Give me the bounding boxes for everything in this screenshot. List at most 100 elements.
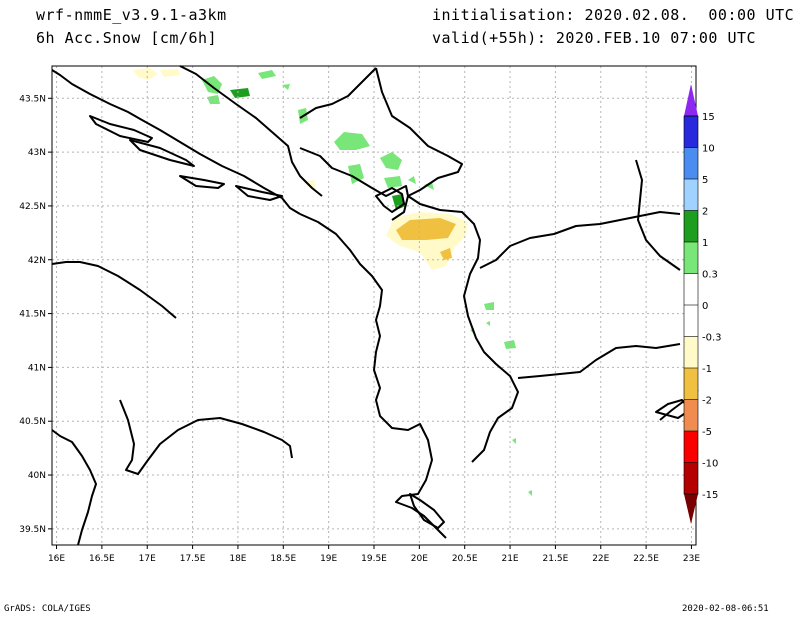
corfu-island <box>409 493 445 529</box>
dalmatian-island-2 <box>129 139 195 167</box>
snow-patch <box>504 340 516 349</box>
lon-tick-label: 22E <box>592 554 609 564</box>
colorbar-label: 1 <box>702 238 708 249</box>
colorbar-label: 5 <box>702 175 708 186</box>
lat-tick-label: 43N <box>28 148 46 158</box>
albania-east-border <box>407 195 519 463</box>
lon-tick-label: 22.5E <box>633 554 659 564</box>
lon-tick-label: 18.5E <box>270 554 296 564</box>
graticule <box>52 66 696 545</box>
colorbar: 15 10 5 2 1 0.3 0 -0.3 -1 -2 -5 -10 -15 <box>683 84 722 524</box>
colorbar-label: 2 <box>702 207 708 218</box>
axes-layer: 16E 16.5E 17E 17.5E 18E 18.5E 19E 19.5E 20E 20.5E… <box>19 94 700 564</box>
lat-tick-label: 41N <box>28 363 46 373</box>
snow-field-layer <box>133 68 532 496</box>
colorbar-band <box>684 116 698 148</box>
lon-tick-label: 19E <box>320 554 337 564</box>
bulgaria-serbia-border <box>635 159 681 271</box>
colorbar-top-arrow <box>684 84 698 116</box>
field-title: 6h Acc.Snow [cm/6h] <box>36 29 218 47</box>
dalmatian-island-1 <box>89 115 153 143</box>
snow-patch <box>528 490 532 496</box>
italy-coast-heel <box>119 399 293 475</box>
lon-tick-label: 19.5E <box>361 554 387 564</box>
colorbar-label: 0 <box>702 301 708 312</box>
colorbar-label: -5 <box>702 427 712 438</box>
colorbar-band <box>684 305 698 337</box>
valid-time: valid(+55h): 2020.FEB.10 07:00 UTC <box>432 29 757 47</box>
lon-tick-label: 20.5E <box>452 554 478 564</box>
init-time: initialisation: 2020.02.08. 00:00 UTC <box>432 6 795 24</box>
colorbar-label: 0.3 <box>702 270 718 281</box>
colorbar-bottom-arrow <box>684 494 698 524</box>
italy-coast-north <box>51 261 177 319</box>
colorbar-band <box>684 336 698 368</box>
colorbar-label: -10 <box>702 459 718 470</box>
macedonia-bulgaria-border <box>479 211 681 269</box>
colorbar-band <box>684 210 698 242</box>
colorbar-label: -0.3 <box>702 333 722 344</box>
colorbar-band <box>684 242 698 274</box>
snow-patch <box>282 84 290 90</box>
lon-tick-label: 18E <box>229 554 246 564</box>
lon-tick-label: 23E <box>683 554 700 564</box>
model-title: wrf-nmmE_v3.9.1-a3km <box>36 6 227 24</box>
snow-patch <box>207 95 220 104</box>
bosnia-border <box>299 67 377 119</box>
footer-timestamp: 2020-02-08-06:51 <box>682 604 769 614</box>
snow-patch <box>408 176 416 184</box>
inland-border-north <box>179 65 323 197</box>
dalmatian-island-3 <box>179 175 225 189</box>
lat-tick-label: 41.5N <box>19 310 46 320</box>
lon-tick-label: 20E <box>411 554 428 564</box>
lat-tick-label: 40.5N <box>19 417 46 427</box>
colorbar-band <box>684 147 698 179</box>
colorbar-band <box>684 462 698 494</box>
colorbar-label: -15 <box>702 490 718 501</box>
lon-tick-label: 16E <box>48 554 65 564</box>
colorbar-label: 10 <box>702 144 715 155</box>
colorbar-label: -2 <box>702 396 712 407</box>
snow-patch <box>348 164 364 184</box>
colorbar-band <box>684 431 698 463</box>
lon-tick-label: 17E <box>139 554 156 564</box>
snow-patch <box>334 132 370 150</box>
snow-patch <box>380 152 402 170</box>
lon-tick-label: 21.5E <box>543 554 569 564</box>
footer-credit: GrADS: COLA/IGES <box>4 604 91 614</box>
lat-tick-label: 42.5N <box>19 202 46 212</box>
macedonia-greece-border <box>517 343 681 379</box>
snow-patch <box>512 438 516 444</box>
colorbar-band <box>684 399 698 431</box>
lon-tick-label: 21E <box>501 554 518 564</box>
bay-of-kotor <box>375 187 405 213</box>
adriatic-coast-montenegro <box>299 213 447 539</box>
dalmatian-island-4 <box>235 185 283 201</box>
snow-patch <box>384 176 402 188</box>
lon-tick-label: 16.5E <box>89 554 115 564</box>
lat-tick-label: 43.5N <box>19 94 46 104</box>
snow-patch <box>133 68 158 80</box>
colorbar-band <box>684 273 698 305</box>
snow-patch <box>484 302 494 310</box>
italy-coast-south <box>51 429 97 546</box>
colorbar-band <box>684 179 698 211</box>
lat-tick-label: 39.5N <box>19 525 46 535</box>
snow-patch <box>440 248 452 260</box>
lon-tick-label: 17.5E <box>180 554 206 564</box>
lat-tick-label: 42N <box>28 256 46 266</box>
montenegro-border <box>299 147 409 221</box>
serbia-border <box>375 67 463 197</box>
croatia-dalmatia-coast <box>51 69 301 215</box>
snow-patch <box>424 182 434 190</box>
snow-patch <box>230 88 250 98</box>
snow-patch <box>160 69 180 77</box>
lat-tick-label: 40N <box>28 471 46 481</box>
snow-patch <box>396 218 456 240</box>
snow-patch <box>486 321 490 326</box>
colorbar-band <box>684 368 698 400</box>
colorbar-label: -1 <box>702 364 712 375</box>
colorbar-label: 15 <box>702 112 715 123</box>
snow-patch <box>258 70 276 79</box>
